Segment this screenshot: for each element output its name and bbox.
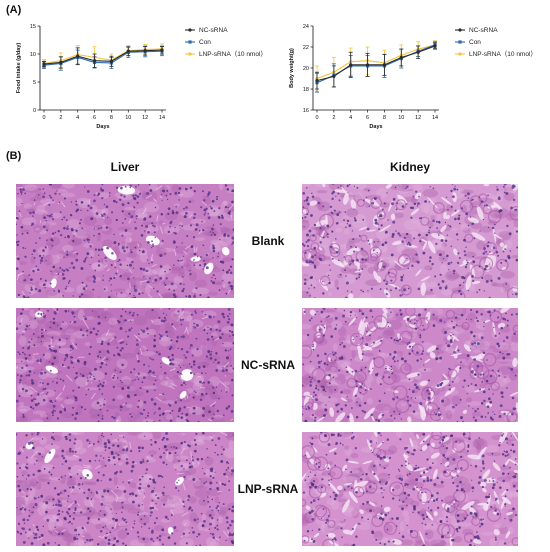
legend-entry: Con bbox=[455, 39, 481, 46]
legend-entry: NC-sRNA bbox=[455, 27, 498, 34]
data-point bbox=[315, 79, 319, 83]
x-tick-label: 2 bbox=[332, 115, 335, 121]
y-tick-label: 5 bbox=[33, 80, 36, 86]
y-axis-title: Body weight(g) bbox=[289, 48, 295, 88]
y-tick-label: 18 bbox=[303, 87, 309, 93]
legend-marker bbox=[188, 40, 192, 44]
x-tick-label: 6 bbox=[366, 115, 369, 121]
legend-label: LNP-sRNA（10 nmol） bbox=[199, 50, 267, 58]
legend-label: NC-sRNA bbox=[469, 27, 498, 34]
data-point bbox=[109, 59, 114, 63]
data-point bbox=[349, 63, 353, 67]
data-point bbox=[332, 74, 336, 78]
data-point bbox=[399, 55, 403, 60]
x-tick-label: 0 bbox=[42, 115, 45, 121]
y-tick-label: 16 bbox=[303, 108, 309, 114]
y-tick-label: 22 bbox=[303, 45, 309, 51]
data-point bbox=[92, 59, 97, 63]
data-point bbox=[365, 63, 370, 67]
row-label-lnp-srna: LNP-sRNA bbox=[237, 482, 299, 496]
series-0 bbox=[315, 42, 437, 90]
series-line bbox=[316, 44, 436, 80]
histology-kidney-blank bbox=[302, 184, 518, 298]
legend-marker bbox=[458, 52, 462, 56]
legend-label: NC-sRNA bbox=[199, 27, 228, 34]
legend-entry: LNP-sRNA（10 nmol） bbox=[185, 50, 267, 58]
x-tick-label: 8 bbox=[110, 115, 113, 121]
body-weight-chart: 0 2 4 6 8 10 12 14 16 18 20 22 24 Days Body weight(g) N… bbox=[275, 18, 550, 138]
data-point bbox=[126, 49, 130, 53]
data-point bbox=[433, 44, 437, 48]
histology-kidney-nc-srna bbox=[302, 308, 518, 422]
y-axis-title: Food intake (g/day) bbox=[16, 43, 22, 94]
histology-liver-blank bbox=[16, 184, 234, 298]
panel-b-label: (B) bbox=[6, 150, 22, 162]
y-tick-label: 24 bbox=[303, 24, 309, 30]
legend-label: Con bbox=[469, 39, 481, 46]
series-line bbox=[43, 48, 163, 65]
histology-liver-lnp-srna bbox=[16, 432, 234, 546]
x-tick-label: 12 bbox=[142, 115, 148, 121]
food-intake-plot: 0 2 4 6 8 10 12 14 0 5 10 15 Days Food intake (g/day)… bbox=[16, 24, 267, 130]
legend-entry: LNP-sRNA（10 nmol） bbox=[455, 50, 537, 58]
food-intake-chart: 0 2 4 6 8 10 12 14 0 5 10 15 Days Food intake (g/day)… bbox=[0, 18, 270, 138]
data-point bbox=[76, 54, 80, 58]
panel-a-label: (A) bbox=[6, 4, 22, 16]
histology-liver-nc-srna bbox=[16, 308, 234, 422]
data-point bbox=[42, 62, 46, 66]
data-point bbox=[59, 60, 63, 64]
x-axis-title: Days bbox=[369, 124, 382, 130]
x-tick-label: 4 bbox=[76, 115, 79, 121]
y-tick-label: 15 bbox=[30, 24, 36, 30]
series-line bbox=[43, 49, 163, 65]
x-tick-label: 10 bbox=[125, 115, 131, 121]
y-tick-label: 10 bbox=[30, 52, 36, 58]
legend-entry: Con bbox=[185, 39, 211, 46]
legend-label: Con bbox=[199, 39, 211, 46]
legend-entry: NC-sRNA bbox=[185, 27, 228, 34]
row-label-nc-srna: NC-sRNA bbox=[241, 358, 295, 372]
column-header-liver: Liver bbox=[110, 160, 140, 174]
y-tick-label: 20 bbox=[303, 66, 309, 72]
y-tick-label: 0 bbox=[33, 108, 36, 114]
data-point bbox=[416, 50, 420, 54]
x-tick-label: 10 bbox=[398, 115, 404, 121]
series-line bbox=[316, 44, 436, 84]
data-point bbox=[143, 49, 147, 53]
x-axis-title: Days bbox=[96, 124, 109, 130]
x-tick-label: 12 bbox=[415, 115, 421, 121]
data-point bbox=[160, 48, 164, 52]
legend-marker bbox=[188, 52, 192, 56]
row-label-blank: Blank bbox=[251, 234, 285, 248]
legend-marker bbox=[188, 28, 192, 32]
x-tick-label: 4 bbox=[349, 115, 352, 121]
x-tick-label: 6 bbox=[93, 115, 96, 121]
series-line bbox=[316, 45, 436, 82]
data-point bbox=[382, 63, 387, 67]
x-tick-label: 0 bbox=[315, 115, 318, 121]
x-tick-label: 14 bbox=[432, 115, 438, 121]
series-0 bbox=[42, 45, 164, 69]
legend-marker bbox=[458, 40, 462, 44]
histology-kidney-lnp-srna bbox=[302, 432, 518, 546]
column-header-kidney: Kidney bbox=[389, 160, 430, 174]
x-tick-label: 2 bbox=[59, 115, 62, 121]
x-tick-label: 14 bbox=[159, 115, 165, 121]
series-line bbox=[43, 50, 163, 66]
x-tick-label: 8 bbox=[383, 115, 386, 121]
legend-label: LNP-sRNA（10 nmol） bbox=[469, 50, 537, 58]
legend-marker bbox=[458, 28, 462, 32]
